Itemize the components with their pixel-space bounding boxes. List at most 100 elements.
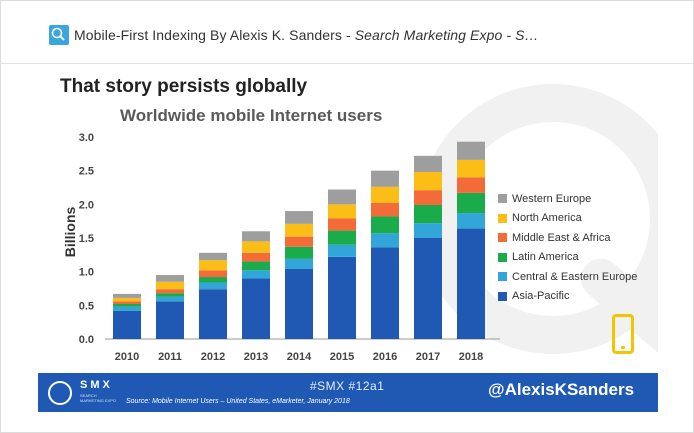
bar-segment xyxy=(113,306,141,311)
slide-image: That story persists globally Worldwide m… xyxy=(38,64,658,412)
bar-segment xyxy=(285,236,313,247)
bar-segment xyxy=(371,170,399,187)
legend-label: Latin America xyxy=(512,251,579,264)
bar-segment xyxy=(371,233,399,248)
y-tick-label: 0.0 xyxy=(79,334,94,346)
bar-segment xyxy=(371,202,399,217)
bar-segment xyxy=(285,268,313,339)
legend-label: Asia-Pacific xyxy=(512,290,570,303)
bar-segment xyxy=(328,256,356,339)
bar-segment xyxy=(199,277,227,283)
chart-title: Worldwide mobile Internet users xyxy=(120,106,383,125)
x-tick-label: 2013 xyxy=(244,351,268,363)
bar-segment xyxy=(156,289,184,294)
bar-segment xyxy=(328,189,356,205)
bar-segment xyxy=(242,261,270,271)
bar-segment xyxy=(457,228,485,339)
bar-segment xyxy=(242,241,270,253)
chart-legend: Western Europe North America Middle East &… xyxy=(498,189,637,306)
stacked-bar-chart: 0.0 0.5 1.0 1.5 2.0 2.5 3.0 2010 2011 2012 2013 201… xyxy=(79,132,500,363)
bar-segment xyxy=(285,211,313,224)
y-tick-label: 2.5 xyxy=(79,166,94,178)
legend-item: Central & Eastern Europe xyxy=(498,267,637,287)
title-plain[interactable]: Mobile-First Indexing By Alexis K. Sande… xyxy=(74,27,355,43)
y-tick-label: 2.0 xyxy=(79,199,94,211)
bar-segment xyxy=(156,301,184,339)
x-tick-label: 2014 xyxy=(287,351,312,363)
title-italic[interactable]: Search Marketing Expo - S… xyxy=(354,27,539,43)
bar-segment xyxy=(113,303,141,307)
legend-swatch xyxy=(498,233,507,243)
bar-segment xyxy=(328,204,356,219)
bar-segment xyxy=(414,172,442,191)
smx-brand-sub: SEARCH MARKETING EXPO xyxy=(80,393,117,403)
bar-segment xyxy=(457,141,485,160)
x-tick-label: 2012 xyxy=(201,351,225,363)
card-header[interactable]: Mobile-First Indexing By Alexis K. Sande… xyxy=(1,1,693,64)
bar-segment xyxy=(371,247,399,339)
bar-segment xyxy=(242,278,270,339)
bar-segment xyxy=(113,297,141,302)
bar-segment xyxy=(199,260,227,271)
bar-segment xyxy=(156,281,184,290)
bar-segment xyxy=(414,190,442,206)
bar-segment xyxy=(285,223,313,237)
hashtag: #SMX #12a1 xyxy=(310,379,385,393)
legend-swatch xyxy=(498,291,507,301)
legend-label: North America xyxy=(512,212,582,225)
x-tick-label: 2011 xyxy=(158,351,182,363)
legend-item: Asia-Pacific xyxy=(498,287,637,307)
legend-item: Western Europe xyxy=(498,189,637,209)
bar-segment xyxy=(414,205,442,224)
x-tick-label: 2018 xyxy=(459,351,483,363)
smx-magnifier-icon xyxy=(48,381,72,405)
legend-swatch xyxy=(498,272,507,282)
slide-headline: That story persists globally xyxy=(60,76,308,97)
bar-segment xyxy=(328,230,356,245)
y-tick-label: 3.0 xyxy=(79,132,94,144)
bar-segment xyxy=(371,216,399,234)
bar-segment xyxy=(199,270,227,278)
slide-footer: SMX SEARCH MARKETING EXPO Source: Mobile… xyxy=(38,373,658,412)
legend-item: North America xyxy=(498,209,637,229)
legend-swatch xyxy=(498,213,507,223)
twitter-handle: @AlexisKSanders xyxy=(488,380,635,399)
source-citation: Source: Mobile Internet Users – United S… xyxy=(126,398,350,405)
bar-segment xyxy=(457,192,485,214)
smx-logo-icon xyxy=(49,25,69,45)
y-tick-label: 1.0 xyxy=(79,267,94,279)
x-tick-label: 2015 xyxy=(330,351,354,363)
legend-label: Western Europe xyxy=(512,192,592,205)
bar-segment xyxy=(113,301,141,304)
bar-segment xyxy=(328,244,356,257)
legend-swatch xyxy=(498,194,507,204)
y-tick-label: 0.5 xyxy=(79,300,94,312)
bar-segment xyxy=(113,293,141,298)
result-title[interactable]: Mobile-First Indexing By Alexis K. Sande… xyxy=(74,27,539,43)
bar-segment xyxy=(242,231,270,242)
bar-segment xyxy=(156,296,184,302)
bar-segment xyxy=(457,177,485,193)
legend-label: Middle East & Africa xyxy=(512,231,611,244)
bar-segment xyxy=(199,252,227,261)
x-tick-label: 2016 xyxy=(373,351,397,363)
bar-segment xyxy=(156,293,184,297)
legend-item: Middle East & Africa xyxy=(498,228,637,248)
bar-segment xyxy=(457,159,485,178)
x-tick-label: 2010 xyxy=(115,351,139,363)
bar-segment xyxy=(414,238,442,339)
smartphone-icon xyxy=(612,314,634,354)
y-tick-label: 1.5 xyxy=(79,233,94,245)
bar-segment xyxy=(328,218,356,231)
bar-segment xyxy=(285,246,313,259)
bar-segment xyxy=(242,270,270,279)
bar-segment xyxy=(156,275,184,282)
smx-brand: SMX xyxy=(80,379,113,391)
legend-item: Latin America xyxy=(498,248,637,268)
bar-segment xyxy=(113,310,141,339)
bar-segment xyxy=(414,155,442,173)
bar-segment xyxy=(457,213,485,229)
bar-segment xyxy=(242,252,270,262)
legend-label: Central & Eastern Europe xyxy=(512,270,638,283)
